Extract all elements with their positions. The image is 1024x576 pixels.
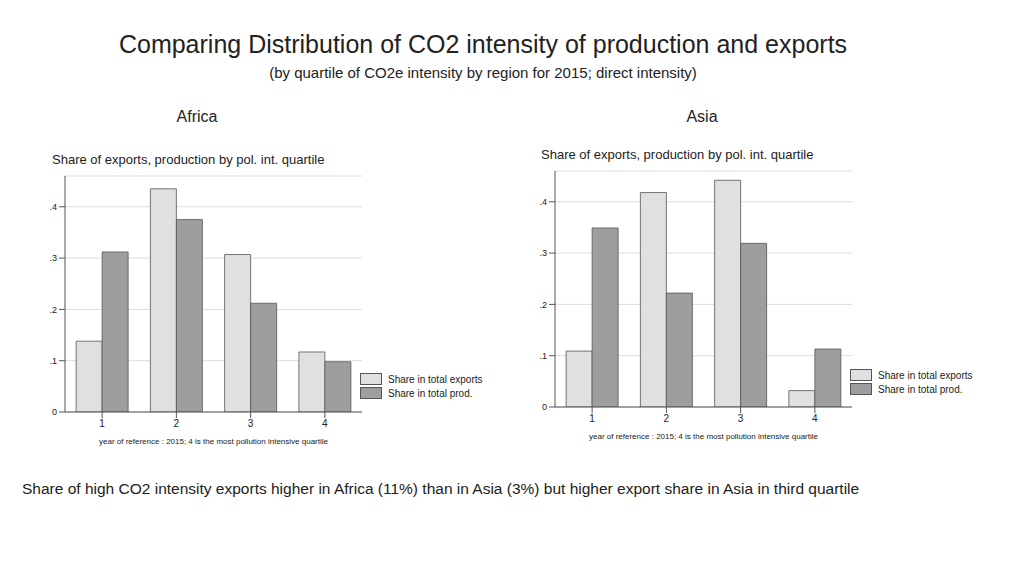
html-text:Comparing Distribution of CO2: Comparing Distribution of CO2 intensity … — [118, 30, 848, 58]
html-text:(by quartile of CO2e intensity: (by quartile of CO2e intensity by region… — [269, 64, 697, 81]
svg-text:3: 3 — [248, 418, 254, 429]
svg-text:.4: .4 — [539, 197, 547, 207]
html-text:Asia: Asia — [686, 108, 718, 125]
html-text:Share in total prod.: Share in total prod. — [878, 383, 963, 395]
svg-text:4: 4 — [322, 418, 328, 429]
svg-text:3: 3 — [738, 413, 744, 424]
html-text:Share in total exports: Share in total exports — [388, 373, 483, 385]
html-text:Share of high CO2 intensity ex: Share of high CO2 intensity exports high… — [22, 480, 860, 497]
svg-text:0: 0 — [542, 402, 547, 412]
svg-text:.2: .2 — [49, 305, 57, 315]
svg-text:.2: .2 — [539, 300, 547, 310]
svg-text:1: 1 — [589, 413, 595, 424]
svg-text:.1: .1 — [539, 351, 547, 361]
html-text:Share in total prod.: Share in total prod. — [388, 387, 473, 399]
svg-text:year of reference : 2015; 4 is: year of reference : 2015; 4 is the most … — [99, 437, 329, 446]
svg-text:year of reference : 2015; 4 is: year of reference : 2015; 4 is the most … — [589, 432, 819, 441]
html-text:Share in total exports: Share in total exports — [878, 369, 973, 381]
html-text:Share of exports, production b: Share of exports, production by pol. int… — [541, 147, 814, 162]
html-text:Share of exports, production b: Share of exports, production by pol. int… — [52, 152, 325, 167]
svg-text:4: 4 — [812, 413, 818, 424]
svg-text:2: 2 — [174, 418, 180, 429]
svg-text:.3: .3 — [539, 248, 547, 258]
svg-text:.4: .4 — [49, 202, 57, 212]
svg-text:0: 0 — [52, 407, 57, 417]
svg-text:1: 1 — [99, 418, 105, 429]
html-text:Africa: Africa — [176, 108, 218, 125]
svg-text:2: 2 — [664, 413, 670, 424]
svg-text:.1: .1 — [49, 356, 57, 366]
svg-text:.3: .3 — [49, 253, 57, 263]
